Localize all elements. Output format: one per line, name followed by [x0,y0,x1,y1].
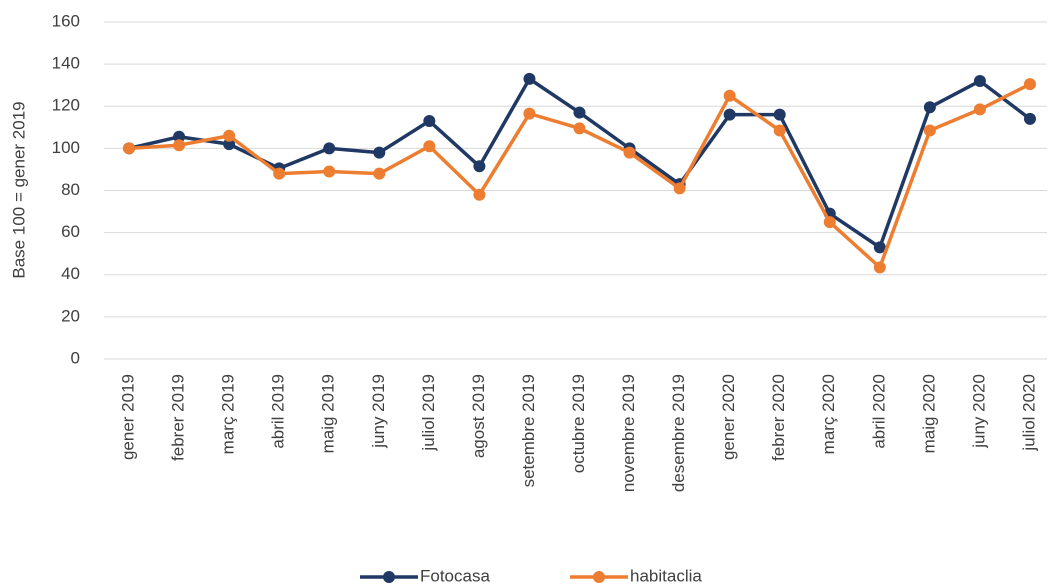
data-point [523,72,536,85]
y-tick-label: 160 [52,11,80,30]
y-tick-label: 140 [52,54,80,73]
y-tick-label: 0 [71,348,80,367]
x-tick-label: maig 2019 [319,374,338,453]
x-tick-label: desembre 2019 [669,374,688,492]
data-point [173,139,186,152]
data-point [823,216,836,229]
data-point [173,130,186,143]
x-tick-label: agost 2019 [469,374,488,458]
data-point [273,167,286,180]
data-point [923,124,936,137]
y-tick-label: 60 [61,222,80,241]
x-tick-label: octubre 2019 [569,374,588,473]
data-point [573,122,586,135]
data-point [973,74,986,87]
legend-label: habitaclia [630,566,702,585]
data-point [873,241,886,254]
x-tick-label: novembre 2019 [619,374,638,492]
data-point [423,140,436,153]
data-point [673,182,686,195]
x-tick-label: febrer 2019 [169,374,188,461]
y-tick-label: 20 [61,306,80,325]
legend-label: Fotocasa [420,566,490,585]
data-point [373,167,386,180]
x-tick-label: juliol 2019 [419,374,438,452]
data-point [373,146,386,159]
legend-marker [383,571,395,583]
data-point [223,138,236,151]
data-point [323,165,336,178]
y-tick-label: 120 [52,96,80,115]
data-point [723,108,736,121]
data-point [773,108,786,121]
data-point [1023,78,1036,91]
x-tick-label: març 2019 [219,374,238,454]
data-point [523,107,536,120]
x-tick-label: maig 2020 [919,374,938,453]
data-point [723,89,736,102]
y-tick-label: 40 [61,264,80,283]
x-tick-label: febrer 2020 [769,374,788,461]
data-point [573,106,586,119]
legend-marker [593,571,605,583]
x-tick-label: març 2020 [819,374,838,454]
data-point [423,114,436,127]
x-tick-label: juliol 2020 [1019,374,1038,452]
x-tick-label: juny 2019 [369,374,388,449]
data-point [473,160,486,173]
y-axis-label: Base 100 = gener 2019 [9,101,28,278]
data-point [923,101,936,114]
x-tick-label: setembre 2019 [519,374,538,487]
data-point [773,124,786,137]
y-tick-label: 80 [61,180,80,199]
x-tick-label: abril 2020 [869,374,888,449]
y-tick-label: 100 [52,138,80,157]
x-tick-label: abril 2019 [269,374,288,449]
data-point [623,146,636,159]
data-point [473,188,486,201]
data-point [323,142,336,155]
data-point [223,129,236,142]
data-point [123,142,136,155]
x-tick-label: gener 2020 [719,374,738,460]
data-point [873,261,886,274]
x-tick-label: juny 2020 [969,374,988,449]
x-tick-label: gener 2019 [119,374,138,460]
data-point [973,103,986,116]
data-point [1023,112,1036,125]
